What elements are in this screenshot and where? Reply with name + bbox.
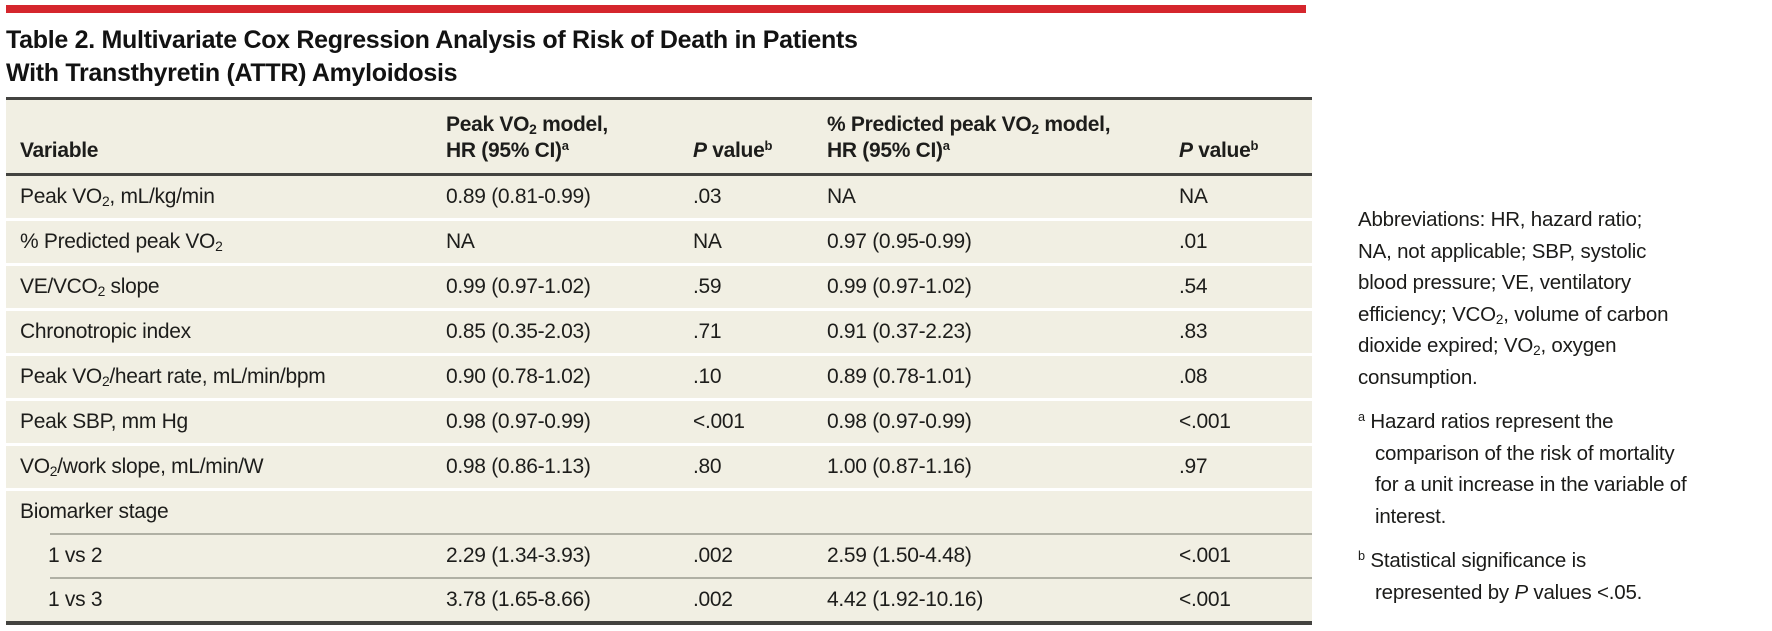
cell-variable: % Predicted peak VO2 [20,230,223,255]
cell-hr-model2: 0.98 (0.97-0.99) [827,410,972,433]
cell-p-model2: .54 [1179,275,1208,298]
cell-variable: VE/VCO2 slope [20,275,160,300]
row-separator [6,353,1312,356]
cell-p-model2: NA [1179,185,1208,208]
table-title-line2: With Transthyretin (ATTR) Amyloidosis [6,59,458,87]
table-panel: Table 2. Multivariate Cox Regression Ana… [6,5,1312,625]
sub-row-separator [50,577,1312,579]
table: Variable Peak VO2 model, HR (95% CI)a P v… [6,97,1312,625]
cell-variable: Peak VO2/heart rate, mL/min/bpm [20,365,326,390]
col-header-peak-vo2-model: Peak VO2 model, HR (95% CI)a [446,113,608,162]
row-separator [6,443,1312,446]
table-row: 1 vs 3 3.78 (1.65-8.66) .002 4.42 (1.92-… [6,579,1312,621]
cell-variable: Peak SBP, mm Hg [20,410,188,433]
sub-row-separator [50,533,1312,535]
row-separator [6,263,1312,266]
cell-p-model2: <.001 [1179,410,1231,433]
cell-hr-model2: 0.91 (0.37-2.23) [827,320,972,343]
cell-hr-model1: 2.29 (1.34-3.93) [446,544,591,567]
table-row: % Predicted peak VO2 NA NA 0.97 (0.95-0.… [6,221,1312,263]
col-header-pct-predicted-model: % Predicted peak VO2 model, HR (95% CI)a [827,113,1111,162]
cell-hr-model1: 0.98 (0.86-1.13) [446,455,591,478]
cell-variable: VO2/work slope, mL/min/W [20,455,264,480]
cell-p-model2: .83 [1179,320,1208,343]
cell-p-model1: .59 [693,275,722,298]
table-row: Peak SBP, mm Hg 0.98 (0.97-0.99) <.001 0… [6,401,1312,443]
table-title-line1: Table 2. Multivariate Cox Regression Ana… [6,26,858,54]
cell-hr-model2: 0.89 (0.78-1.01) [827,365,972,388]
col-header-p-value-1: P valueb [693,137,773,162]
cell-p-model1: <.001 [693,410,745,433]
cell-hr-model1: 0.89 (0.81-0.99) [446,185,591,208]
table-body: Peak VO2, mL/kg/min 0.89 (0.81-0.99) .03… [6,176,1312,621]
row-separator [6,218,1312,221]
cell-p-model1: NA [693,230,722,253]
row-separator [6,488,1312,491]
cell-variable: Chronotropic index [20,320,191,343]
cell-hr-model2: 0.99 (0.97-1.02) [827,275,972,298]
row-separator [6,308,1312,311]
cell-hr-model2: 0.97 (0.95-0.99) [827,230,972,253]
table-row: Chronotropic index 0.85 (0.35-2.03) .71 … [6,311,1312,353]
footnote-b: b Statistical significance is represented… [1358,548,1643,604]
cell-p-model1: .002 [693,588,733,611]
cell-hr-model1: NA [446,230,475,253]
cell-p-model1: .03 [693,185,722,208]
col-header-p-value-2: P valueb [1179,137,1259,162]
cell-hr-model2: 1.00 (0.87-1.16) [827,455,972,478]
cell-p-model1: .71 [693,320,722,343]
cell-p-model1: .80 [693,455,722,478]
cell-p-model2: .08 [1179,365,1208,388]
cell-hr-model1: 0.99 (0.97-1.02) [446,275,591,298]
table-row: VE/VCO2 slope 0.99 (0.97-1.02) .59 0.99 … [6,266,1312,308]
cell-variable: 1 vs 2 [48,544,103,567]
cell-variable: 1 vs 3 [48,588,103,611]
cell-hr-model2: 2.59 (1.50-4.48) [827,544,972,567]
cell-variable: Peak VO2, mL/kg/min [20,185,215,210]
cell-p-model1: .002 [693,544,733,567]
cell-p-model2: <.001 [1179,588,1231,611]
cell-variable: Biomarker stage [20,500,169,523]
accent-bar [6,5,1306,13]
row-separator [6,398,1312,401]
col-header-variable: Variable [20,139,99,162]
header-row: Variable Peak VO2 model, HR (95% CI)a P v… [6,100,1312,176]
table-row: VO2/work slope, mL/min/W 0.98 (0.86-1.13… [6,446,1312,488]
table-title: Table 2. Multivariate Cox Regression Ana… [6,24,1312,90]
cell-p-model1: .10 [693,365,722,388]
cell-p-model2: .97 [1179,455,1208,478]
table-row: Peak VO2/heart rate, mL/min/bpm 0.90 (0.… [6,356,1312,398]
cell-p-model2: .01 [1179,230,1208,253]
cell-hr-model1: 0.98 (0.97-0.99) [446,410,591,433]
table-notes: Abbreviations: HR, hazard ratio; NA, not … [1358,204,1770,608]
cell-hr-model1: 3.78 (1.65-8.66) [446,588,591,611]
table-row: Peak VO2, mL/kg/min 0.89 (0.81-0.99) .03… [6,176,1312,218]
cell-hr-model1: 0.85 (0.35-2.03) [446,320,591,343]
table-row: 1 vs 2 2.29 (1.34-3.93) .002 2.59 (1.50-… [6,535,1312,577]
cell-p-model2: <.001 [1179,544,1231,567]
abbreviations-note: Abbreviations: HR, hazard ratio; NA, not … [1358,208,1669,389]
cell-hr-model1: 0.90 (0.78-1.02) [446,365,591,388]
footnote-a: a Hazard ratios represent the comparison … [1358,409,1687,528]
table-row-group-header: Biomarker stage [6,491,1312,533]
cell-hr-model2: 4.42 (1.92-10.16) [827,588,984,611]
cell-hr-model2: NA [827,185,856,208]
